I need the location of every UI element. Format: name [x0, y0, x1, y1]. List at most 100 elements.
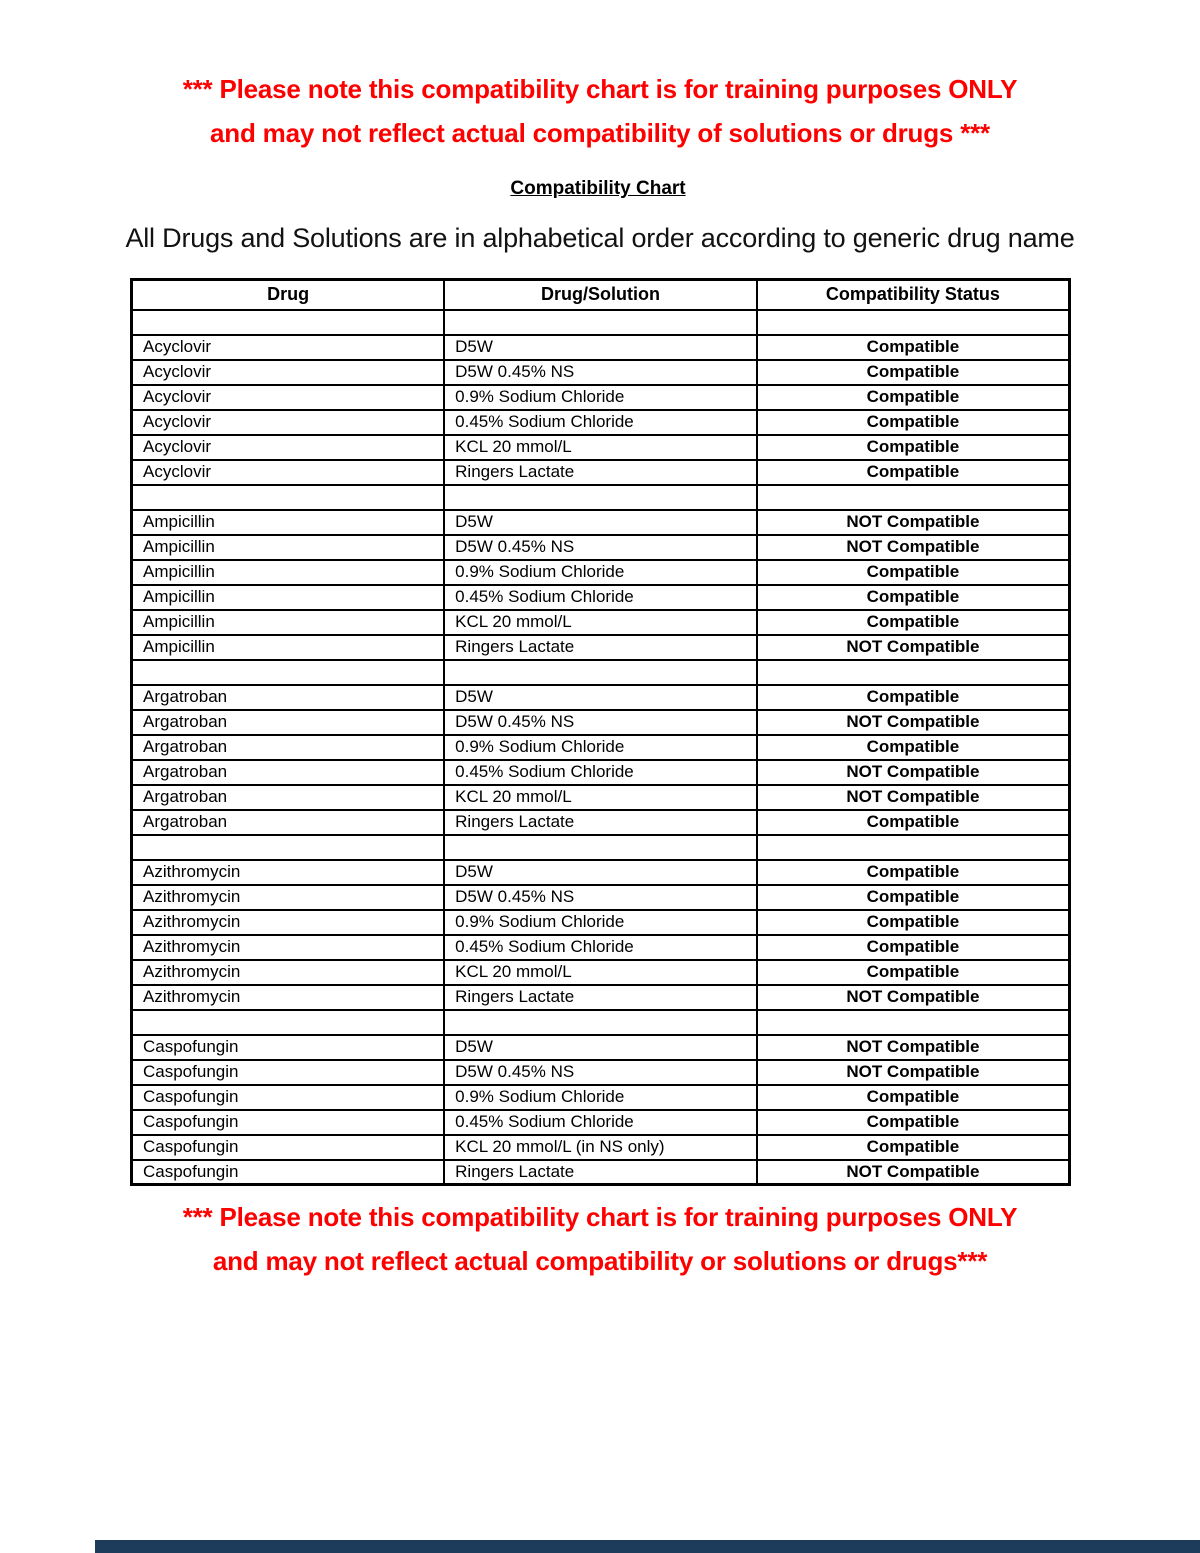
table-row: Ampicillin D5W NOT Compatible — [130, 508, 1071, 536]
separator-row — [130, 833, 1071, 861]
bottom-warning-line2: and may not reflect actual compatibility… — [212, 1246, 988, 1276]
table-row: Ampicillin Ringers Lactate NOT Compatible — [130, 633, 1071, 661]
solution-cell: Ringers Lactate — [443, 983, 758, 1011]
status-cell: Compatible — [755, 808, 1071, 836]
drug-cell: Caspofungin — [130, 1033, 446, 1061]
table-row: Acyclovir Ringers Lactate Compatible — [130, 458, 1071, 486]
status-cell: Compatible — [755, 333, 1071, 361]
status-cell: Compatible — [755, 908, 1071, 936]
table-row: Caspofungin 0.45% Sodium Chloride Compatib… — [130, 1108, 1071, 1136]
status-cell: Compatible — [755, 458, 1071, 486]
drug-cell: Caspofungin — [130, 1083, 446, 1111]
table-row: Ampicillin KCL 20 mmol/L Compatible — [130, 608, 1071, 636]
solution-cell: D5W 0.45% NS — [443, 533, 758, 561]
empty-cell — [130, 1008, 446, 1036]
drug-cell: Ampicillin — [130, 633, 446, 661]
drug-cell: Azithromycin — [130, 858, 446, 886]
drug-cell: Acyclovir — [130, 333, 446, 361]
status-cell: Compatible — [755, 933, 1071, 961]
table-row: Azithromycin 0.45% Sodium Chloride Compati… — [130, 933, 1071, 961]
status-cell: Compatible — [755, 733, 1071, 761]
status-cell: Compatible — [755, 558, 1071, 586]
solution-cell: D5W 0.45% NS — [443, 1058, 758, 1086]
solution-cell: D5W 0.45% NS — [443, 883, 758, 911]
drug-cell: Argatroban — [130, 708, 446, 736]
solution-cell: D5W — [443, 683, 758, 711]
separator-row — [130, 1008, 1071, 1036]
solution-cell: D5W — [443, 858, 758, 886]
solution-cell: D5W 0.45% NS — [443, 708, 758, 736]
header-cell-solution: Drug/Solution — [443, 278, 758, 311]
empty-cell — [130, 483, 446, 511]
solution-cell: Ringers Lactate — [443, 458, 758, 486]
table-row: Argatroban D5W 0.45% NS NOT Compatible — [130, 708, 1071, 736]
drug-cell: Ampicillin — [130, 533, 446, 561]
solution-cell: D5W — [443, 1033, 758, 1061]
header-row: Drug Drug/Solution Compatibility Status — [130, 278, 1071, 311]
drug-cell: Azithromycin — [130, 933, 446, 961]
table-row: Azithromycin Ringers Lactate NOT Compatibl… — [130, 983, 1071, 1011]
solution-cell: 0.45% Sodium Chloride — [443, 758, 758, 786]
status-cell: NOT Compatible — [755, 633, 1071, 661]
status-cell: Compatible — [755, 858, 1071, 886]
drug-cell: Acyclovir — [130, 358, 446, 386]
solution-cell: KCL 20 mmol/L — [443, 958, 758, 986]
empty-cell — [755, 308, 1071, 336]
table-row: Argatroban Ringers Lactate Compatible — [130, 808, 1071, 836]
solution-cell: KCL 20 mmol/L (in NS only) — [443, 1133, 758, 1161]
empty-cell — [755, 833, 1071, 861]
status-cell: Compatible — [755, 1108, 1071, 1136]
top-warning: *** Please note this compatibility chart… — [0, 0, 1200, 155]
solution-cell: 0.45% Sodium Chloride — [443, 583, 758, 611]
empty-cell — [130, 308, 446, 336]
table-row: Caspofungin KCL 20 mmol/L (in NS only) Com… — [130, 1133, 1071, 1161]
table-body: Acyclovir D5W Compatible Acyclovir D5W 0.45%… — [130, 308, 1071, 1186]
table-row: Argatroban 0.45% Sodium Chloride NOT Compa… — [130, 758, 1071, 786]
status-cell: NOT Compatible — [755, 1158, 1071, 1186]
drug-cell: Azithromycin — [130, 958, 446, 986]
empty-cell — [755, 483, 1071, 511]
subtitle: All Drugs and Solutions are in alphabeti… — [125, 223, 1075, 253]
status-cell: Compatible — [755, 608, 1071, 636]
compatibility-table: Drug Drug/Solution Compatibility Status … — [130, 278, 1071, 1186]
drug-cell: Ampicillin — [130, 558, 446, 586]
top-warning-line2: and may not reflect actual compatibility… — [210, 118, 990, 148]
empty-cell — [443, 833, 758, 861]
status-cell: Compatible — [755, 958, 1071, 986]
header-cell-drug: Drug — [130, 278, 446, 311]
table-row: Ampicillin D5W 0.45% NS NOT Compatible — [130, 533, 1071, 561]
drug-cell: Ampicillin — [130, 608, 446, 636]
solution-cell: KCL 20 mmol/L — [443, 608, 758, 636]
table-row: Argatroban 0.9% Sodium Chloride Compatible — [130, 733, 1071, 761]
empty-cell — [130, 658, 446, 686]
table-row: Azithromycin KCL 20 mmol/L Compatible — [130, 958, 1071, 986]
solution-cell: D5W — [443, 508, 758, 536]
table-row: Ampicillin 0.9% Sodium Chloride Compatible — [130, 558, 1071, 586]
solution-cell: 0.9% Sodium Chloride — [443, 733, 758, 761]
empty-cell — [443, 1008, 758, 1036]
table-row: Acyclovir KCL 20 mmol/L Compatible — [130, 433, 1071, 461]
table-row: Acyclovir D5W Compatible — [130, 333, 1071, 361]
drug-cell: Argatroban — [130, 733, 446, 761]
empty-cell — [130, 833, 446, 861]
solution-cell: Ringers Lactate — [443, 1158, 758, 1186]
separator-row — [130, 483, 1071, 511]
table-row: Acyclovir 0.45% Sodium Chloride Compatible — [130, 408, 1071, 436]
drug-cell: Caspofungin — [130, 1158, 446, 1186]
status-cell: Compatible — [755, 358, 1071, 386]
drug-cell: Azithromycin — [130, 983, 446, 1011]
drug-cell: Caspofungin — [130, 1058, 446, 1086]
table-row: Argatroban KCL 20 mmol/L NOT Compatible — [130, 783, 1071, 811]
table-row: Caspofungin D5W NOT Compatible — [130, 1033, 1071, 1061]
status-cell: Compatible — [755, 583, 1071, 611]
solution-cell: D5W — [443, 333, 758, 361]
bottom-warning: *** Please note this compatibility chart… — [0, 1195, 1200, 1283]
document-title-text: Compatibility Chart — [510, 178, 686, 199]
drug-cell: Azithromycin — [130, 908, 446, 936]
table-header: Drug Drug/Solution Compatibility Status — [130, 278, 1071, 311]
document-title: Compatibility Chart — [0, 178, 1200, 200]
status-cell: Compatible — [755, 883, 1071, 911]
separator-row — [130, 308, 1071, 336]
header-cell-status: Compatibility Status — [755, 278, 1071, 311]
